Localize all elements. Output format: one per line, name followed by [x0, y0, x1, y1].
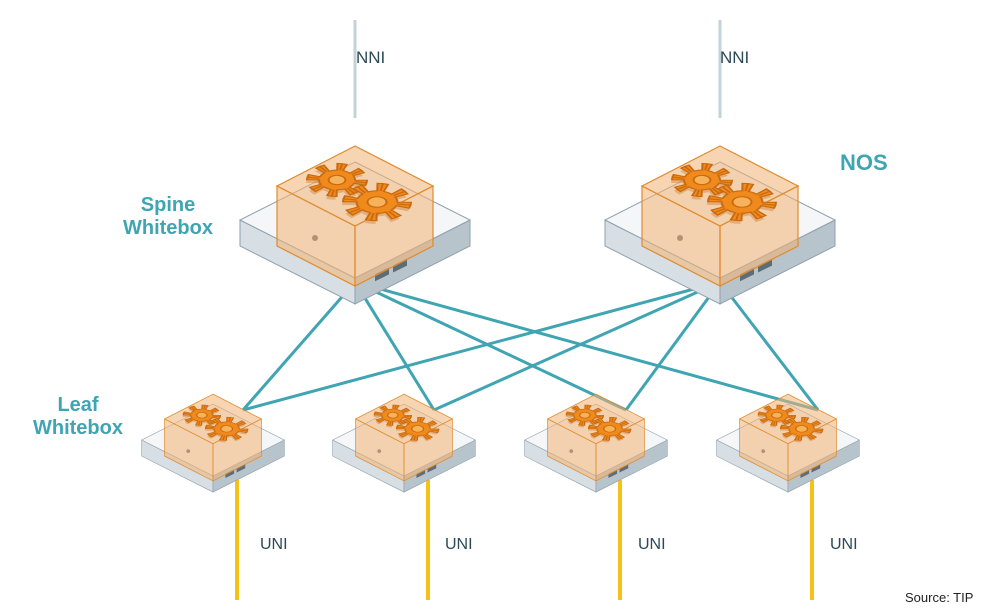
- diagram-svg: [0, 0, 1000, 609]
- source-credit: Source: TIP: [905, 590, 973, 605]
- uni-label-2: UNI: [445, 536, 473, 554]
- uni-label-4: UNI: [830, 536, 858, 554]
- uni-label-1: UNI: [260, 536, 288, 554]
- nos-label: NOS: [840, 150, 888, 176]
- leaf-label-line1: Leaf: [57, 394, 98, 416]
- leaf-whitebox-label: Leaf Whitebox: [33, 394, 123, 440]
- diagram-stage: Spine Whitebox Leaf Whitebox NOS NNI NNI…: [0, 0, 1000, 609]
- nni-label-left: NNI: [356, 48, 385, 68]
- nni-label-right: NNI: [720, 48, 749, 68]
- uni-label-3: UNI: [638, 536, 666, 554]
- spine-whitebox-label: Spine Whitebox: [123, 194, 213, 240]
- spine-label-line2: Whitebox: [123, 217, 213, 239]
- spine-label-line1: Spine: [141, 194, 195, 216]
- leaf-label-line2: Whitebox: [33, 417, 123, 439]
